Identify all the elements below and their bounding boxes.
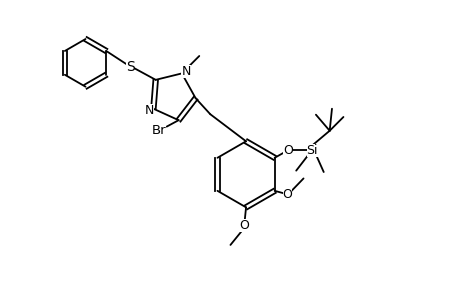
- Text: O: O: [282, 188, 292, 201]
- Text: O: O: [239, 219, 249, 232]
- Text: N: N: [144, 103, 154, 117]
- Text: O: O: [283, 143, 293, 157]
- Text: S: S: [125, 59, 134, 74]
- Text: Br: Br: [151, 124, 166, 137]
- Text: Si: Si: [306, 143, 317, 157]
- Text: N: N: [181, 65, 190, 78]
